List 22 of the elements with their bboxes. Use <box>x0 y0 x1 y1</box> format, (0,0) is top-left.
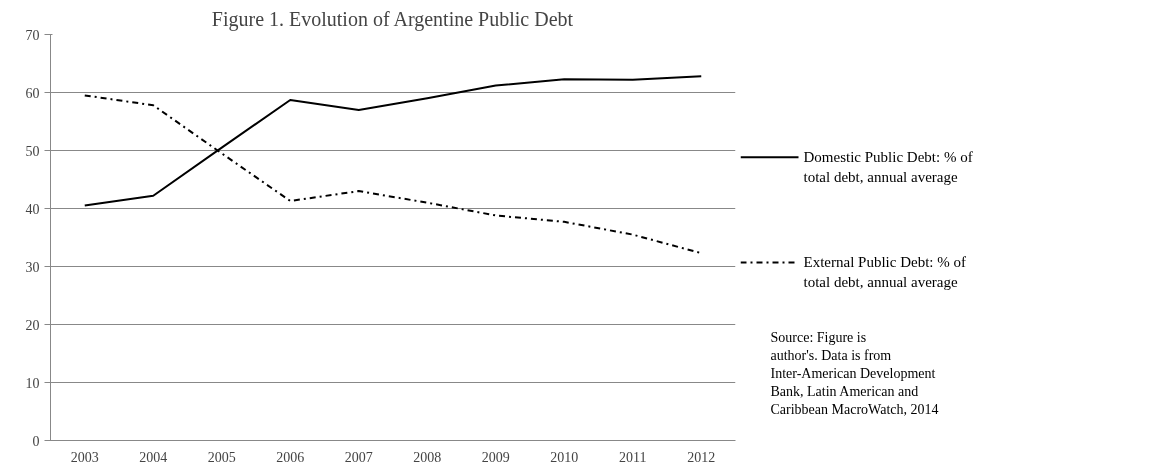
y-tick-label: 30 <box>25 259 40 275</box>
x-tick-label: 2010 <box>550 449 579 465</box>
chart-title: Figure 1. Evolution of Argentine Public Debt <box>211 7 574 31</box>
x-tick-label: 2008 <box>413 449 442 465</box>
x-tick-label: 2004 <box>139 449 168 465</box>
x-tick-label: 2006 <box>276 449 305 465</box>
y-tick-label: 50 <box>25 143 40 159</box>
x-tick-label: 2007 <box>344 449 373 465</box>
legend-label: External Public Debt: % of total debt, annual average <box>803 253 966 290</box>
x-tick-label: 2012 <box>687 449 716 465</box>
x-tick-label: 2003 <box>70 449 99 465</box>
y-tick-label: 60 <box>25 85 40 101</box>
y-tick-label: 20 <box>25 317 40 333</box>
source-note: Source: Figure is author's. Data is from Inter-American Development Bank, Latin American and Caribbean MacroWatch, 2014 <box>770 329 939 417</box>
x-tick-label: 2009 <box>481 449 510 465</box>
y-tick-label: 70 <box>25 27 40 43</box>
x-tick-label: 2005 <box>207 449 236 465</box>
x-tick-label: 2011 <box>619 449 647 465</box>
y-tick-label: 40 <box>25 201 40 217</box>
y-tick-label: 10 <box>25 375 40 391</box>
legend-label: Domestic Public Debt: % of total debt, annual average <box>803 148 973 185</box>
y-tick-label: 0 <box>32 433 40 449</box>
